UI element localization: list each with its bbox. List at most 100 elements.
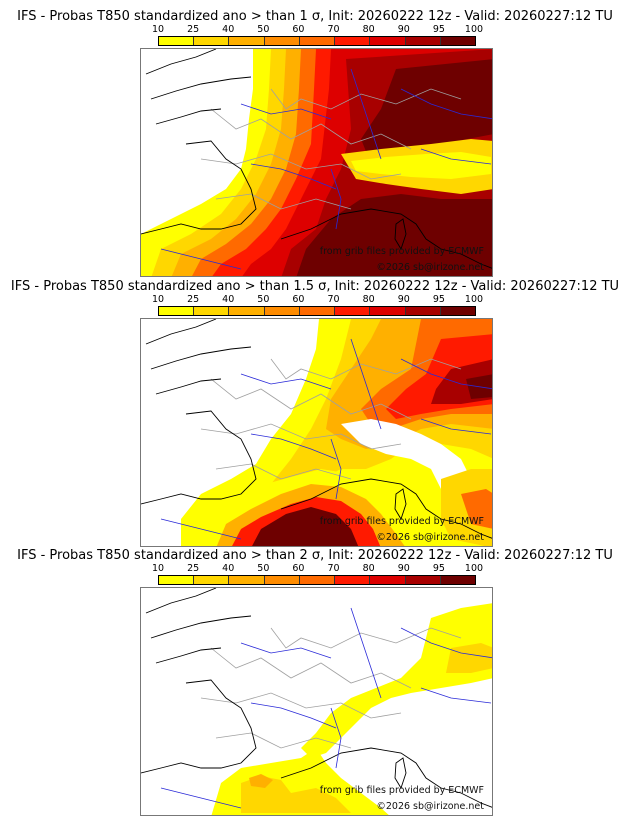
borders-layer [200, 88, 462, 210]
colorbar-tick-label: 10 [151, 24, 165, 35]
map-canvas [141, 49, 492, 276]
colorbar-tick-label: 25 [187, 24, 200, 35]
colorbar-segment [299, 37, 336, 45]
colorbar-tick-label: 95 [432, 24, 445, 35]
borders-layer [200, 627, 462, 749]
alps-band-min [351, 152, 491, 179]
med-band-95 [252, 507, 359, 546]
colorbar-segment [335, 307, 371, 315]
coastline-layer [141, 319, 492, 539]
region-borders [200, 88, 462, 210]
prob-band-25-southwest [241, 776, 351, 813]
colorbar-tick-label: 90 [397, 294, 410, 305]
colorbar-tick-label: 40 [222, 563, 235, 574]
probability-map[interactable]: from grib files provided by ECMWF ©2026 … [140, 587, 493, 816]
colorbar-tick-label: 100 [464, 294, 484, 305]
coastline-britain [145, 49, 252, 125]
colorbar-tick-label: 10 [151, 563, 165, 574]
colorbar-tick-label: 100 [464, 24, 484, 35]
forecast-panel-1sigma: IFS - Probas T850 standardized ano > tha… [0, 9, 630, 285]
rivers [160, 607, 492, 809]
colorbar-tick-label: 60 [292, 24, 305, 35]
colorbar-segment [405, 37, 441, 45]
colorbar-segment [405, 307, 441, 315]
coastline-britain [145, 588, 252, 664]
colorbar-segment [299, 576, 336, 584]
credit-source: from grib files provided by ECMWF [319, 785, 484, 796]
colorbar-segment [440, 37, 475, 45]
prob-band-10-northeast [301, 603, 492, 758]
panel-title: IFS - Probas T850 standardized ano > tha… [17, 9, 613, 24]
credit-copyright: ©2026 sb@irizone.net [376, 801, 484, 812]
coastline-france [141, 679, 257, 774]
colorbar-tick-label: 70 [327, 563, 340, 574]
colorbar-tick-label: 80 [362, 24, 375, 35]
coastline-layer [141, 588, 492, 808]
coastline-britain [145, 319, 252, 395]
colorbar-segment [229, 37, 265, 45]
colorbar-tick-label: 50 [257, 294, 270, 305]
colorbar-tick-label: 70 [327, 24, 340, 35]
panel-title: IFS - Probas T850 standardized ano > tha… [17, 548, 613, 563]
colorbar-segment [370, 307, 406, 315]
colorbar-tick-label: 40 [222, 24, 235, 35]
region-borders [200, 627, 462, 749]
colorbar-tick-label: 40 [222, 294, 235, 305]
prob-band-25-northeast [446, 643, 492, 673]
coastline-corsica [394, 757, 407, 790]
colorbar-segment [405, 576, 441, 584]
coastline-france [141, 410, 257, 505]
colorbar-segment [194, 307, 230, 315]
colorbar-segment [264, 37, 300, 45]
colorbar-tick-label: 50 [257, 24, 270, 35]
credit-copyright: ©2026 sb@irizone.net [376, 532, 484, 543]
colorbar-tick-label: 70 [327, 294, 340, 305]
colorbar-ticks: 10 25 40 50 60 70 80 90 95 100 [150, 294, 486, 306]
credit-copyright: ©2026 sb@irizone.net [376, 262, 484, 273]
coastline-med [280, 208, 492, 269]
credit-source: from grib files provided by ECMWF [319, 246, 484, 257]
forecast-panel-1.5sigma: IFS - Probas T850 standardized ano > tha… [0, 279, 630, 555]
colorbar-segment [335, 576, 371, 584]
prob-band-95 [361, 59, 492, 164]
rivers-layer [160, 68, 492, 270]
coastline-med [280, 747, 492, 808]
colorbar-tick-label: 95 [432, 563, 445, 574]
colorbar-segment [440, 307, 475, 315]
map-canvas [141, 319, 492, 546]
colorbar-tick-label: 80 [362, 294, 375, 305]
white-gap-italy [341, 419, 471, 494]
colorbar-segment [264, 576, 300, 584]
probability-map[interactable]: from grib files provided by ECMWF ©2026 … [140, 318, 493, 547]
colorbar-tick-label: 60 [292, 294, 305, 305]
colorbar [158, 306, 476, 316]
probability-map[interactable]: from grib files provided by ECMWF ©2026 … [140, 48, 493, 277]
colorbar-segment [299, 307, 336, 315]
colorbar-segment [335, 37, 371, 45]
colorbar [158, 36, 476, 46]
rivers-layer [160, 607, 492, 809]
prob-band-40-spot [249, 774, 273, 788]
colorbar-tick-label: 80 [362, 563, 375, 574]
map-canvas [141, 588, 492, 815]
colorbar-ticks: 10 25 40 50 60 70 80 90 95 100 [150, 563, 486, 575]
colorbar-segment [194, 37, 230, 45]
colorbar-segment [194, 576, 230, 584]
prob-band-95-med [296, 194, 492, 276]
colorbar-segment [159, 37, 195, 45]
colorbar-segment [229, 576, 265, 584]
colorbar-segment [264, 307, 300, 315]
colorbar-segment [370, 37, 406, 45]
rivers [160, 68, 492, 270]
coastline-layer [141, 49, 492, 269]
coastline-corsica [394, 218, 407, 251]
colorbar-tick-label: 100 [464, 563, 484, 574]
coastline-france [141, 140, 257, 235]
colorbar-tick-label: 60 [292, 563, 305, 574]
borders-layer [200, 358, 462, 480]
panel-title: IFS - Probas T850 standardized ano > tha… [10, 279, 620, 294]
coastline-corsica [394, 488, 407, 521]
colorbar-segment [229, 307, 265, 315]
rivers [160, 338, 492, 540]
credit-source: from grib files provided by ECMWF [319, 516, 484, 527]
